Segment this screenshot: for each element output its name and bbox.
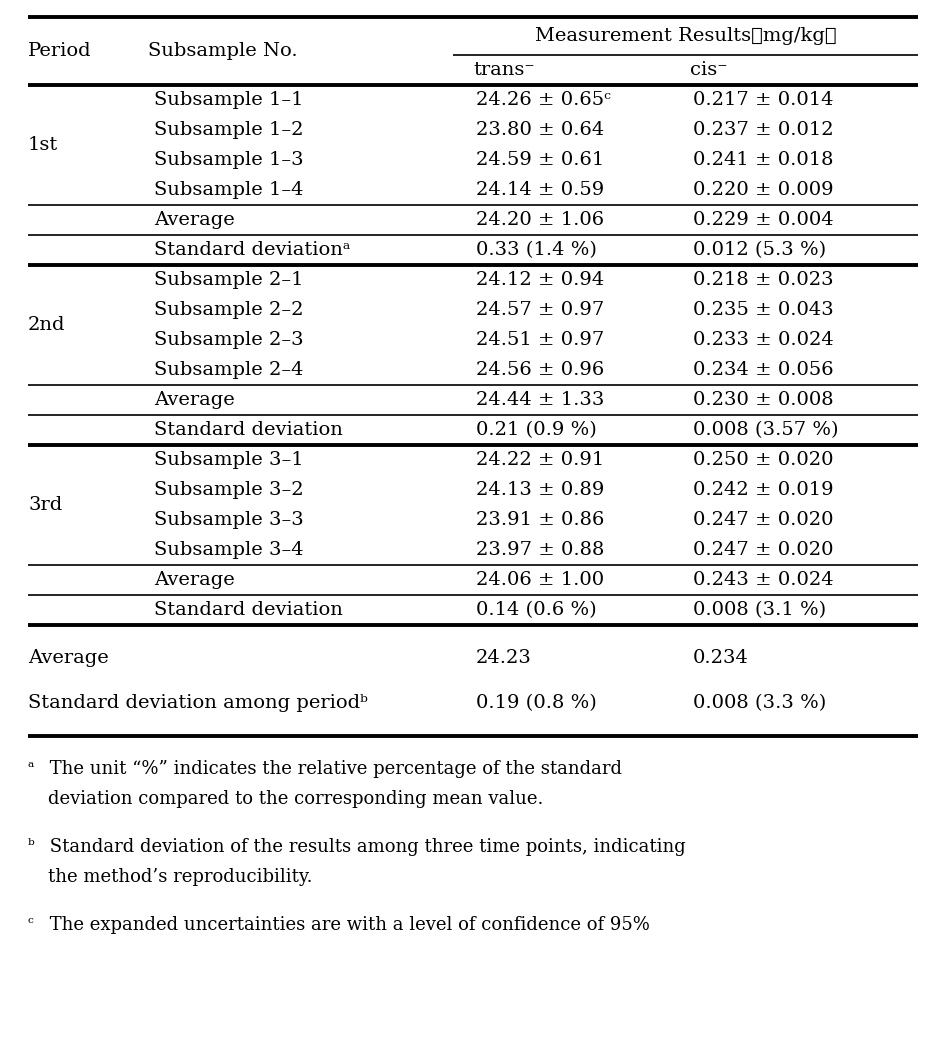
Text: ᶜ: ᶜ: [28, 916, 34, 933]
Text: 0.234: 0.234: [692, 649, 748, 667]
Text: the method’s reproducibility.: the method’s reproducibility.: [48, 868, 312, 886]
Text: Subsample 3–1: Subsample 3–1: [154, 451, 303, 469]
Text: 0.241 ± 0.018: 0.241 ± 0.018: [692, 151, 833, 169]
Text: 0.233 ± 0.024: 0.233 ± 0.024: [692, 331, 833, 349]
Text: 24.59 ± 0.61: 24.59 ± 0.61: [476, 151, 603, 169]
Text: Average: Average: [154, 211, 234, 229]
Text: 0.234 ± 0.056: 0.234 ± 0.056: [692, 361, 833, 379]
Text: ᵇ: ᵇ: [28, 838, 35, 855]
Text: Period: Period: [28, 42, 92, 60]
Text: Average: Average: [154, 571, 234, 589]
Text: Subsample 1–4: Subsample 1–4: [154, 181, 303, 199]
Text: 2nd: 2nd: [28, 316, 65, 334]
Text: Standard deviation: Standard deviation: [154, 421, 343, 439]
Text: 24.57 ± 0.97: 24.57 ± 0.97: [476, 300, 603, 319]
Text: 0.235 ± 0.043: 0.235 ± 0.043: [692, 300, 833, 319]
Text: 0.21 (0.9 %): 0.21 (0.9 %): [476, 421, 596, 439]
Text: Subsample 1–3: Subsample 1–3: [154, 151, 303, 169]
Text: Standard deviation: Standard deviation: [154, 601, 343, 619]
Text: 0.33 (1.4 %): 0.33 (1.4 %): [476, 241, 597, 259]
Text: 23.80 ± 0.64: 23.80 ± 0.64: [476, 121, 603, 139]
Text: 0.230 ± 0.008: 0.230 ± 0.008: [692, 391, 833, 409]
Text: 0.247 ± 0.020: 0.247 ± 0.020: [692, 511, 833, 529]
Text: Subsample 2–4: Subsample 2–4: [154, 361, 303, 379]
Text: 0.220 ± 0.009: 0.220 ± 0.009: [692, 181, 833, 199]
Text: 3rd: 3rd: [28, 496, 62, 514]
Text: deviation compared to the corresponding mean value.: deviation compared to the corresponding …: [48, 790, 543, 808]
Text: 0.242 ± 0.019: 0.242 ± 0.019: [692, 481, 833, 499]
Text: 24.20 ± 1.06: 24.20 ± 1.06: [476, 211, 603, 229]
Text: 24.26 ± 0.65ᶜ: 24.26 ± 0.65ᶜ: [476, 91, 610, 109]
Text: Subsample 2–2: Subsample 2–2: [154, 300, 303, 319]
Text: trans⁻: trans⁻: [473, 61, 534, 79]
Text: Subsample No.: Subsample No.: [148, 42, 297, 60]
Text: 0.250 ± 0.020: 0.250 ± 0.020: [692, 451, 833, 469]
Text: 24.06 ± 1.00: 24.06 ± 1.00: [476, 571, 603, 589]
Text: Standard deviation among periodᵇ: Standard deviation among periodᵇ: [28, 694, 367, 712]
Text: The unit “%” indicates the relative percentage of the standard: The unit “%” indicates the relative perc…: [44, 760, 621, 778]
Text: 24.56 ± 0.96: 24.56 ± 0.96: [476, 361, 603, 379]
Text: The expanded uncertainties are with a level of confidence of 95%: The expanded uncertainties are with a le…: [44, 916, 649, 934]
Text: 24.13 ± 0.89: 24.13 ± 0.89: [476, 481, 604, 499]
Text: cis⁻: cis⁻: [689, 61, 727, 79]
Text: 0.218 ± 0.023: 0.218 ± 0.023: [692, 271, 833, 289]
Text: Standard deviation of the results among three time points, indicating: Standard deviation of the results among …: [44, 838, 685, 856]
Text: 24.44 ± 1.33: 24.44 ± 1.33: [476, 391, 604, 409]
Text: 0.008 (3.3 %): 0.008 (3.3 %): [692, 694, 825, 712]
Text: Subsample 3–4: Subsample 3–4: [154, 541, 303, 559]
Text: 0.14 (0.6 %): 0.14 (0.6 %): [476, 601, 596, 619]
Text: Subsample 2–1: Subsample 2–1: [154, 271, 303, 289]
Text: 0.237 ± 0.012: 0.237 ± 0.012: [692, 121, 833, 139]
Text: Subsample 3–2: Subsample 3–2: [154, 481, 303, 499]
Text: Subsample 1–2: Subsample 1–2: [154, 121, 303, 139]
Text: 1st: 1st: [28, 136, 59, 154]
Text: 0.247 ± 0.020: 0.247 ± 0.020: [692, 541, 833, 559]
Text: Average: Average: [28, 649, 109, 667]
Text: 0.012 (5.3 %): 0.012 (5.3 %): [692, 241, 825, 259]
Text: ᵃ: ᵃ: [28, 760, 34, 777]
Text: 23.91 ± 0.86: 23.91 ± 0.86: [476, 511, 604, 529]
Text: 0.19 (0.8 %): 0.19 (0.8 %): [476, 694, 596, 712]
Text: Subsample 2–3: Subsample 2–3: [154, 331, 303, 349]
Text: Measurement Results（mg/kg）: Measurement Results（mg/kg）: [534, 27, 835, 45]
Text: Subsample 3–3: Subsample 3–3: [154, 511, 303, 529]
Text: Average: Average: [154, 391, 234, 409]
Text: 0.243 ± 0.024: 0.243 ± 0.024: [692, 571, 833, 589]
Text: 24.12 ± 0.94: 24.12 ± 0.94: [476, 271, 603, 289]
Text: 23.97 ± 0.88: 23.97 ± 0.88: [476, 541, 604, 559]
Text: 0.217 ± 0.014: 0.217 ± 0.014: [692, 91, 833, 109]
Text: Subsample 1–1: Subsample 1–1: [154, 91, 303, 109]
Text: 0.008 (3.57 %): 0.008 (3.57 %): [692, 421, 837, 439]
Text: 24.22 ± 0.91: 24.22 ± 0.91: [476, 451, 603, 469]
Text: 24.51 ± 0.97: 24.51 ± 0.97: [476, 331, 603, 349]
Text: 24.23: 24.23: [476, 649, 531, 667]
Text: 0.008 (3.1 %): 0.008 (3.1 %): [692, 601, 825, 619]
Text: 0.229 ± 0.004: 0.229 ± 0.004: [692, 211, 833, 229]
Text: Standard deviationᵃ: Standard deviationᵃ: [154, 241, 350, 259]
Text: 24.14 ± 0.59: 24.14 ± 0.59: [476, 181, 603, 199]
